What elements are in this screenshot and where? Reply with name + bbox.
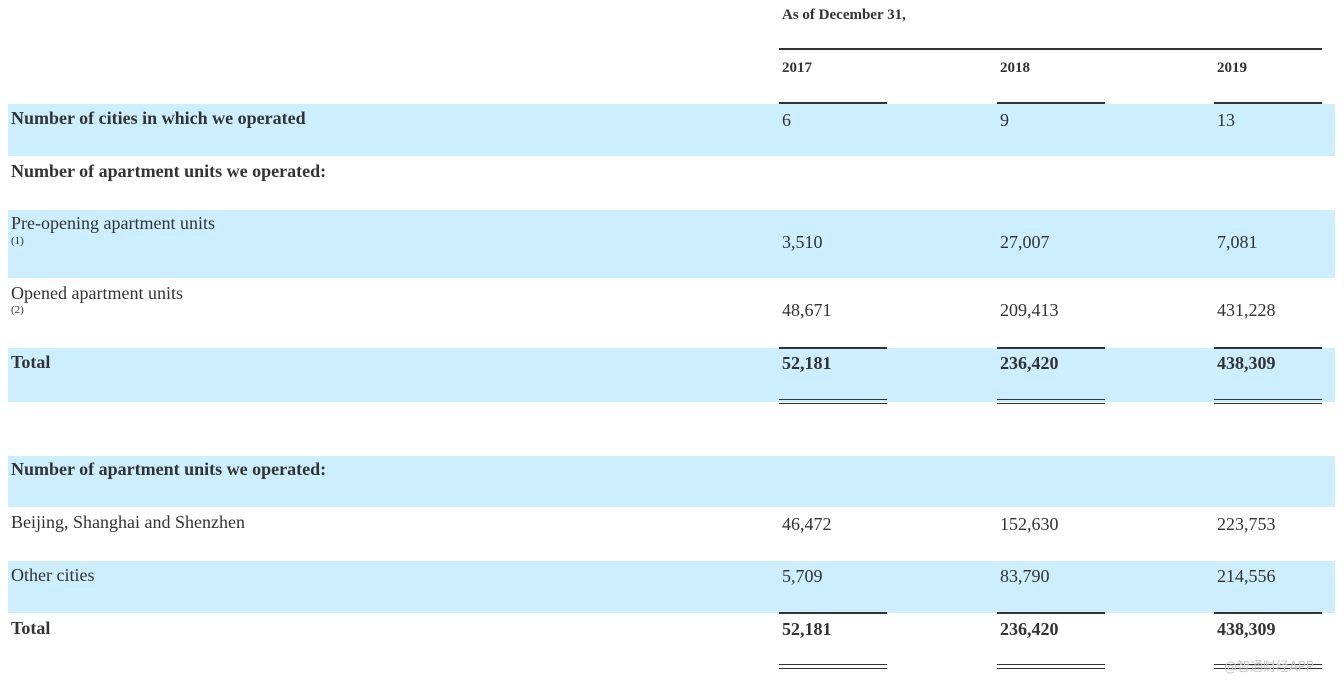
year-2018-header: 2018: [1000, 60, 1030, 76]
watermark: @智通财经APP: [1224, 660, 1314, 675]
cell-bss-2017: 46,472: [782, 514, 832, 534]
row-label-other: Other cities: [11, 565, 95, 585]
col-2017-rule: [779, 102, 887, 104]
total2-double-rule-2018: [997, 664, 1105, 669]
cell-other-2019: 214,556: [1217, 566, 1276, 586]
total2-double-rule-2017: [779, 664, 887, 669]
row-label-preopening: Pre-opening apartment units: [11, 213, 215, 233]
total2-top-rule-2017: [779, 612, 887, 614]
total1-top-rule-2017: [779, 347, 887, 349]
col-2019-rule: [1214, 102, 1322, 104]
col-2018-rule: [997, 102, 1105, 104]
cell-bss-2018: 152,630: [1000, 514, 1059, 534]
total2-top-rule-2018: [997, 612, 1105, 614]
cell-opened-2018: 209,413: [1000, 300, 1059, 320]
cell-preopening-2019: 7,081: [1217, 232, 1258, 252]
cell-preopening-2018: 27,007: [1000, 232, 1050, 252]
year-2019-header: 2019: [1217, 60, 1247, 76]
cell-total2-2017: 52,181: [782, 619, 832, 639]
cell-other-2018: 83,790: [1000, 566, 1050, 586]
total1-double-rule-2017: [779, 399, 887, 404]
total1-double-rule-2018: [997, 399, 1105, 404]
cell-preopening-2017: 3,510: [782, 232, 823, 252]
cell-total1-2019: 438,309: [1217, 353, 1276, 373]
row-label-total1: Total: [11, 352, 51, 372]
cell-cities-2017: 6: [782, 110, 791, 130]
cell-total1-2018: 236,420: [1000, 353, 1059, 373]
section-heading-units-by-city: Number of apartment units we operated:: [11, 459, 327, 479]
total2-double-rule-2019: [1214, 664, 1322, 669]
total1-top-rule-2018: [997, 347, 1105, 349]
table-caption: As of December 31,: [782, 7, 906, 23]
cell-cities-2018: 9: [1000, 110, 1009, 130]
row-label-cities: Number of cities in which we operated: [11, 108, 306, 128]
row-band-cities: [8, 104, 1335, 156]
row-label-opened: Opened apartment units: [11, 283, 183, 303]
footnote-marker-2: (2): [11, 304, 24, 316]
row-band-other: [8, 561, 1335, 613]
section-heading-units: Number of apartment units we operated:: [11, 161, 327, 181]
row-label-total2: Total: [11, 618, 51, 638]
cell-total2-2018: 236,420: [1000, 619, 1059, 639]
cell-bss-2019: 223,753: [1217, 514, 1276, 534]
row-label-bss: Beijing, Shanghai and Shenzhen: [11, 512, 245, 532]
cell-total2-2019: 438,309: [1217, 619, 1276, 639]
total1-top-rule-2019: [1214, 347, 1322, 349]
cell-opened-2017: 48,671: [782, 300, 832, 320]
cell-total1-2017: 52,181: [782, 353, 832, 373]
cell-opened-2019: 431,228: [1217, 300, 1276, 320]
footnote-marker-1: (1): [11, 235, 24, 247]
row-band-section2: [8, 456, 1335, 507]
total1-double-rule-2019: [1214, 399, 1322, 404]
year-2017-header: 2017: [782, 60, 812, 76]
cell-other-2017: 5,709: [782, 566, 823, 586]
header-rule: [779, 48, 1322, 50]
row-band-total1: [8, 348, 1335, 402]
cell-cities-2019: 13: [1217, 110, 1235, 130]
row-band-preopening: [8, 210, 1335, 278]
total2-top-rule-2019: [1214, 612, 1322, 614]
